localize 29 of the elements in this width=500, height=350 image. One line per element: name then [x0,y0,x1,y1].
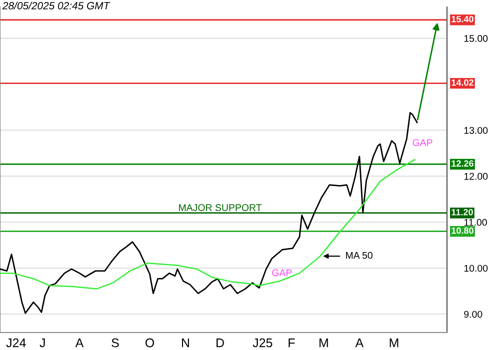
y-tick-label: 15.00 [464,34,488,42]
x-tick-label: M [320,338,328,348]
annotation: MA 50 [346,252,372,259]
ref-line-label: 11.20 [452,208,473,216]
y-tick-label: 11.00 [464,218,487,226]
x-tick-label: M [390,338,398,348]
x-tick-label: J25 [252,338,272,348]
x-tick-label: N [182,338,189,348]
annotation: GAP [412,139,432,146]
x-tick-label: J24 [6,338,26,348]
x-tick-label: F [288,338,295,348]
x-tick-label: A [355,338,364,348]
x-tick-label: A [75,338,84,348]
y-tick-label: 12.00 [464,172,488,180]
annotation: 28/05/2025 02:45 GMT [2,2,110,10]
x-tick-label: J [40,338,45,348]
annotation: MAJOR SUPPORT [179,204,262,212]
ref-line-label: 15.40 [452,16,474,22]
x-tick-label: O [146,338,154,348]
annotation: GAP [272,269,292,276]
y-tick-label: 10.00 [464,264,488,272]
ref-line-label: 14.02 [452,79,474,86]
y-tick-label: 13.00 [464,126,488,134]
ref-line-label: 12.26 [452,160,474,167]
line-series [0,159,416,290]
y-tick-label: 9.00 [464,310,482,318]
x-tick-label: S [112,338,119,348]
ref-line-label: 10.80 [452,227,474,234]
x-tick-label: D [216,338,224,348]
